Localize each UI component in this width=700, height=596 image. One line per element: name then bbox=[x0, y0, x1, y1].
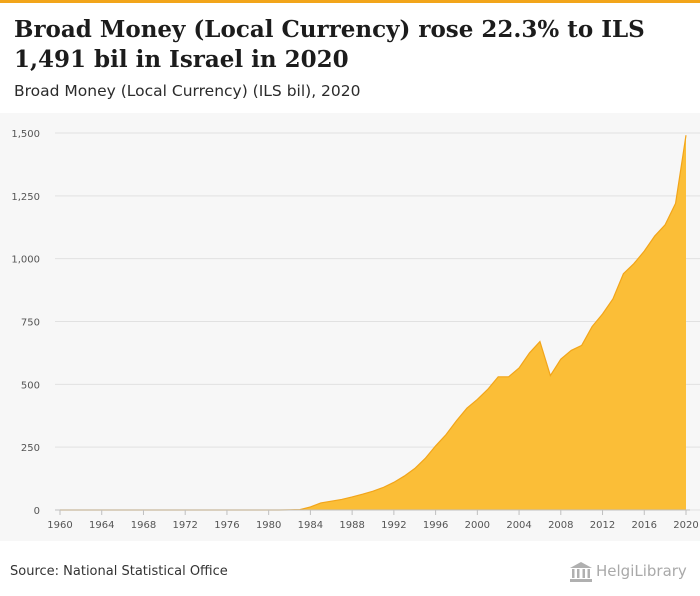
source-note: Source: National Statistical Office bbox=[10, 564, 228, 579]
logo-text: HelgiLibrary bbox=[596, 562, 687, 580]
y-tick-label: 500 bbox=[21, 380, 40, 391]
x-tick-label: 2012 bbox=[590, 520, 615, 531]
x-tick-label: 1972 bbox=[172, 520, 197, 531]
x-tick-label: 2000 bbox=[465, 520, 490, 531]
helgi-library-logo: HelgiLibrary bbox=[568, 559, 693, 585]
x-tick-label: 2020 bbox=[673, 520, 698, 531]
x-tick-label: 1968 bbox=[131, 520, 156, 531]
chart-header: Broad Money (Local Currency) rose 22.3% … bbox=[0, 3, 700, 113]
x-tick-label: 1988 bbox=[339, 520, 364, 531]
x-tick-label: 1984 bbox=[298, 520, 323, 531]
x-tick-label: 2016 bbox=[632, 520, 657, 531]
x-tick-label: 1976 bbox=[214, 520, 239, 531]
x-tick-label: 1964 bbox=[89, 520, 114, 531]
y-tick-label: 750 bbox=[21, 318, 40, 329]
chart-subtitle: Broad Money (Local Currency) (ILS bil), … bbox=[14, 82, 361, 100]
top-accent-bar bbox=[0, 0, 700, 3]
chart-footer: Source: National Statistical Office Helg… bbox=[0, 541, 700, 596]
y-tick-label: 1,500 bbox=[11, 129, 40, 140]
area-chart: 0 250 500 750 1,000 1,250 1,500 1960 1964 1968 197… bbox=[11, 129, 700, 531]
y-tick-label: 1,000 bbox=[11, 255, 40, 266]
chart-area: 0 250 500 750 1,000 1,250 1,500 1960 1964 1968 197… bbox=[0, 113, 700, 541]
x-tick-label: 1996 bbox=[423, 520, 448, 531]
x-tick-label: 1960 bbox=[47, 520, 72, 531]
library-building-icon bbox=[570, 562, 592, 582]
x-tick-label: 2004 bbox=[506, 520, 531, 531]
series-area bbox=[60, 135, 686, 510]
y-tick-label: 0 bbox=[34, 506, 40, 517]
x-tick-label: 1992 bbox=[381, 520, 406, 531]
chart-title: Broad Money (Local Currency) rose 22.3% … bbox=[14, 16, 645, 73]
y-tick-label: 250 bbox=[21, 443, 40, 454]
x-tick-label: 1980 bbox=[256, 520, 281, 531]
x-tick-label: 2008 bbox=[548, 520, 573, 531]
y-tick-label: 1,250 bbox=[11, 192, 40, 203]
